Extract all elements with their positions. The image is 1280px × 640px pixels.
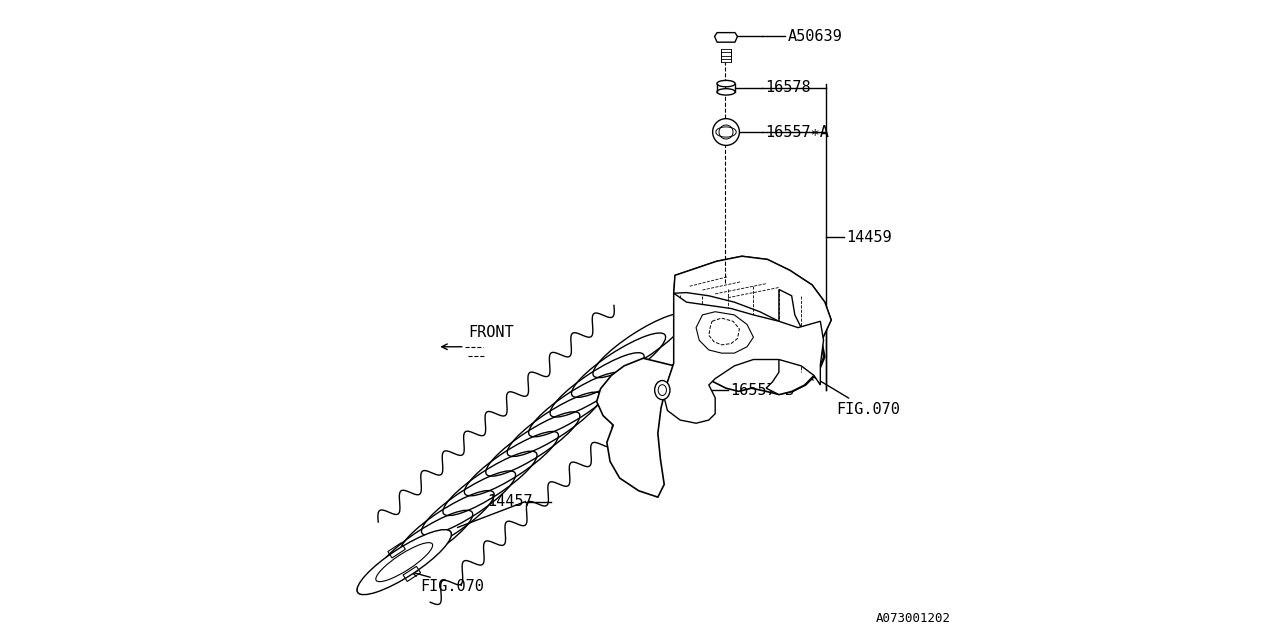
Polygon shape [767,289,823,394]
Text: A073001202: A073001202 [876,612,951,625]
Text: FIG.070: FIG.070 [420,579,484,594]
Polygon shape [664,293,823,423]
Polygon shape [673,256,831,340]
Ellipse shape [717,81,735,87]
Text: FIG.070: FIG.070 [809,374,900,417]
Text: FRONT: FRONT [468,325,513,340]
Ellipse shape [719,125,733,139]
Text: 14457: 14457 [488,494,532,509]
Text: 14459: 14459 [846,230,892,244]
Text: A50639: A50639 [787,29,842,44]
Text: 16557∗B: 16557∗B [731,383,795,397]
Ellipse shape [717,89,735,95]
Ellipse shape [713,118,740,145]
Text: 16578: 16578 [765,80,810,95]
Ellipse shape [357,530,452,595]
Polygon shape [596,256,831,497]
Ellipse shape [654,381,669,399]
Text: 16557∗A: 16557∗A [765,125,828,140]
